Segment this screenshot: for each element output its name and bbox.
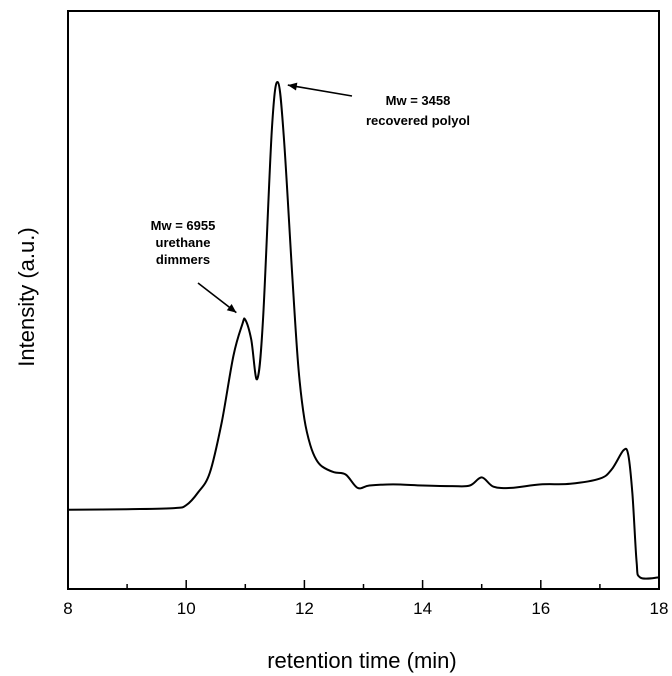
annotation-label: urethane [156,235,211,250]
x-tick-label: 12 [295,599,314,618]
x-tick-label: 10 [177,599,196,618]
x-tick-label: 8 [63,599,72,618]
y-axis-title: Intensity (a.u.) [14,227,39,366]
x-tick-label: 14 [413,599,432,618]
x-tick-label: 18 [650,599,669,618]
annotation-label: Mw = 6955 [151,218,216,233]
annotation-label: Mw = 3458 [386,93,451,108]
data-line [67,81,660,580]
annotation-label: dimmers [156,252,210,267]
plot-area [67,10,660,590]
plot-frame [67,10,660,590]
x-tick-label: 16 [531,599,550,618]
annotations: Mw = 3458 recovered polyol Mw = 6955 uretha… [151,82,470,314]
annotation-arrowhead [287,82,298,91]
annotation-arrowhead [226,303,237,313]
annotation-label: recovered polyol [366,113,470,128]
annotation-arrow [287,84,353,97]
x-axis-ticks: 8 10 12 14 16 18 [63,580,668,618]
data-series [67,81,660,580]
x-axis-title: retention time (min) [267,648,457,673]
